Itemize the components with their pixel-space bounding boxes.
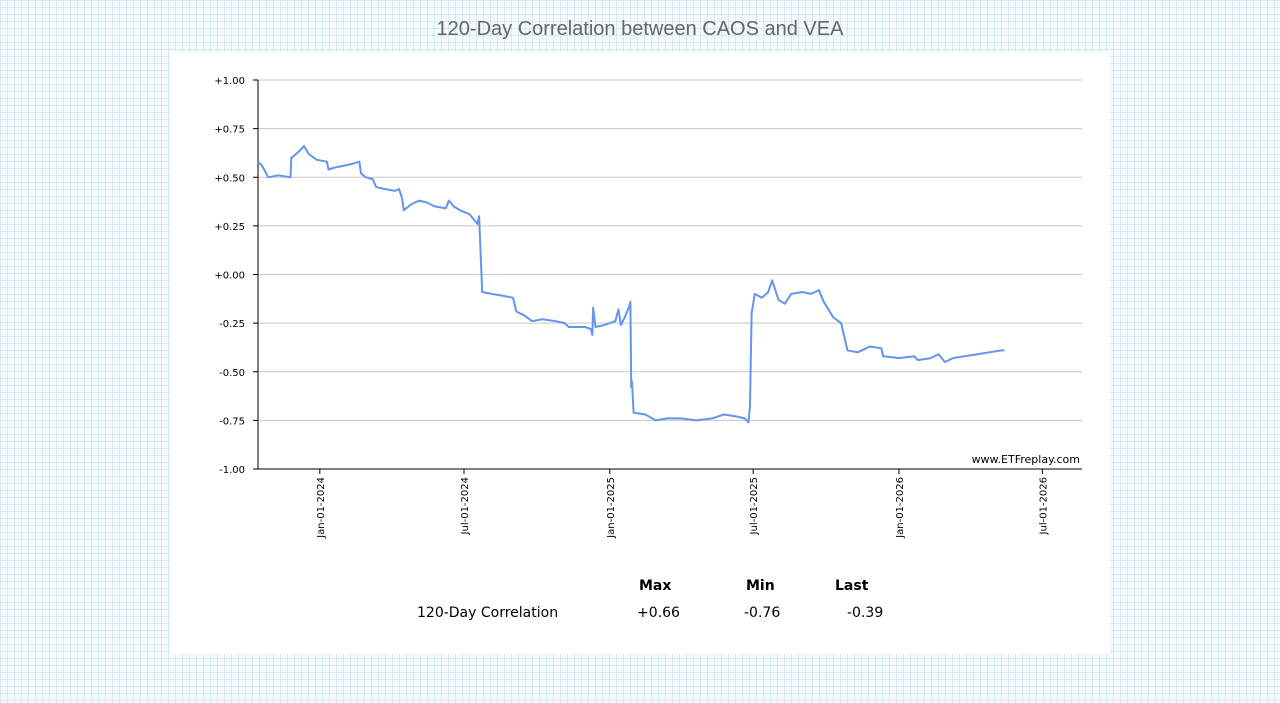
stats-value-min: -0.76 [744,605,781,621]
x-tick-label: Jul-01-2024 [460,477,471,535]
x-tick-label: Jul-01-2025 [749,477,760,535]
y-tick-label: +0.50 [214,173,245,184]
x-axis: Jan-01-2024 Jul-01-2024 Jan-01-2025 Jul-01-… [258,468,1082,539]
stats-header-min: Min [746,578,775,594]
y-tick-label: +1.00 [214,76,245,87]
correlation-chart: +1.00 +0.75 +0.50 +0.25 +0.00 -0.25 -0.50 -0.75… [214,76,1082,539]
stats-value-last: -0.39 [847,605,884,621]
watermark: www.ETFreplay.com [972,453,1080,466]
x-tick-label: Jan-01-2026 [895,477,906,539]
y-tick-label: -0.25 [219,319,245,330]
y-tick-label: +0.75 [214,125,245,136]
y-tick-label: +0.25 [214,222,245,233]
chart-title: 120-Day Correlation between CAOS and VEA [436,18,844,40]
x-tick-label: Jan-01-2024 [316,477,327,539]
stats-table: Max Min Last 120-Day Correlation +0.66 -… [170,52,1110,654]
y-tick-label: +0.00 [214,271,245,282]
chart-panel: +1.00 +0.75 +0.50 +0.25 +0.00 -0.25 -0.50 -0.75… [170,52,1110,654]
correlation-line [257,145,1005,424]
y-tick-label: -0.75 [219,416,245,427]
y-tick-label: -1.00 [219,465,245,476]
stats-row-label: 120-Day Correlation [417,605,559,621]
x-tick-label: Jan-01-2025 [606,477,617,539]
stats-header-last: Last [835,578,869,594]
x-tick-label: Jul-01-2026 [1038,477,1049,535]
stats-header-max: Max [639,578,672,594]
y-axis: +1.00 +0.75 +0.50 +0.25 +0.00 -0.25 -0.50 -0.75… [214,76,259,476]
stats-value-max: +0.66 [637,605,680,621]
y-tick-label: -0.50 [219,368,245,379]
